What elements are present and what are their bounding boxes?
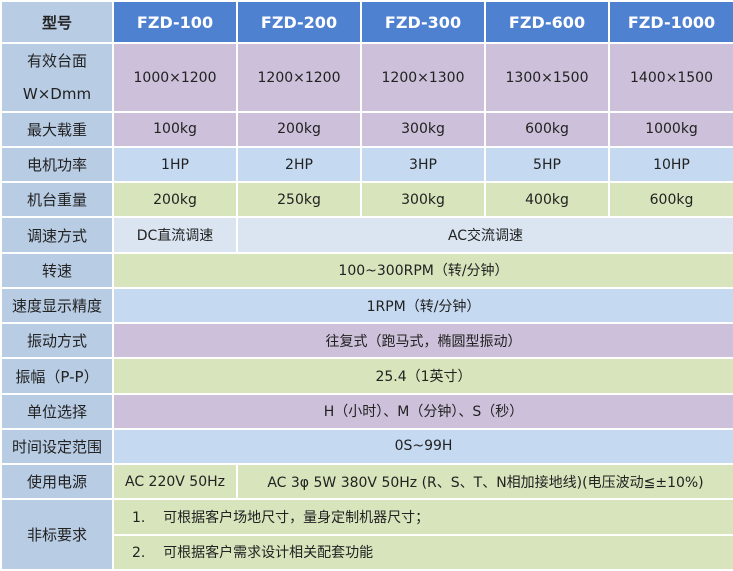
value-cell: 100~300RPM（转/分钟） [112, 251, 733, 289]
table-row: 速度显示精度 1RPM（转/分钟） [0, 286, 733, 325]
table-row: 振动方式 往复式（跑马式，椭圆型振动） [0, 322, 733, 360]
table-row: 调速方式 DC直流调速 AC交流调速 [0, 216, 733, 254]
value-cell: 200kg [236, 110, 362, 149]
table-row: 转速 100~300RPM（转/分钟） [0, 251, 733, 289]
note-item: 1. 可根据客户场地尺寸，量身定制机器尺寸； [112, 498, 733, 536]
value-cell: 400kg [484, 181, 610, 219]
table-row: 使用电源 AC 220V 50Hz AC 3φ 5W 380V 50Hz (R、S、… [0, 463, 733, 501]
table-row: 型号 FZD-100 FZD-200 FZD-300 FZD-600 FZD-1000 [0, 0, 733, 45]
value-cell: 250kg [236, 181, 362, 219]
table-row: 电机功率 1HP 2HP 3HP 5HP 10HP [0, 145, 733, 184]
value-cell: 2HP [236, 145, 362, 184]
value-cell: 25.4（1英寸） [112, 357, 733, 395]
table-row: 2. 可根据客户需求设计相关配套功能 [1, 533, 733, 571]
label-line: 转速 [41, 261, 72, 280]
value-cell: DC直流调速 [112, 216, 238, 254]
label-line: 振幅（P-P） [15, 367, 99, 386]
table-row: 非标要求 1. 可根据客户场地尺寸，量身定制机器尺寸； [0, 498, 733, 571]
value-cell: H（小时）、M（分钟）、S（秒） [112, 392, 733, 430]
table-row: 机台重量 200kg 250kg 300kg 400kg 600kg [0, 181, 733, 219]
row-label: 有效台面 W×Dmm [0, 42, 114, 113]
row-label: 最大载重 [0, 110, 114, 149]
value-cell: 3HP [360, 145, 486, 184]
label-line: 时间设定范围 [11, 437, 102, 456]
label-line: 调速方式 [26, 226, 87, 245]
value-cell: 1300×1500 [484, 42, 610, 113]
label-line: 机台重量 [26, 191, 87, 210]
value-cell: 1HP [112, 145, 238, 184]
value-cell: 10HP [608, 145, 733, 184]
label-line: 电机功率 [26, 156, 87, 175]
value-cell: AC交流调速 [236, 216, 733, 254]
note-item: 2. 可根据客户需求设计相关配套功能 [112, 533, 733, 571]
value-cell: AC 220V 50Hz [112, 463, 238, 501]
value-cell: 0S~99H [112, 427, 733, 466]
label-line: 有效台面 [26, 51, 87, 70]
row-label: 速度显示精度 [0, 286, 114, 325]
value-cell: 300kg [360, 181, 486, 219]
table-row: 最大载重 100kg 200kg 300kg 600kg 1000kg [0, 110, 733, 149]
row-label: 电机功率 [0, 145, 114, 184]
table-row: 振幅（P-P） 25.4（1英寸） [0, 357, 733, 395]
table-row: 时间设定范围 0S~99H [0, 427, 733, 466]
label-line: 使用电源 [26, 473, 87, 492]
value-cell: 200kg [112, 181, 238, 219]
row-label: 调速方式 [0, 216, 114, 254]
value-cell: AC 3φ 5W 380V 50Hz (R、S、T、N相加接地线)(电压波动≦±… [236, 463, 733, 501]
row-label: 机台重量 [0, 181, 114, 219]
value-cell: 1RPM（转/分钟） [112, 286, 733, 325]
value-cell: 100kg [112, 110, 238, 149]
value-cell: 1400×1500 [608, 42, 733, 113]
header-cell: FZD-300 [360, 0, 486, 45]
value-cell: 600kg [484, 110, 610, 149]
value-cell: 1200×1300 [360, 42, 486, 113]
row-label: 振幅（P-P） [0, 357, 114, 395]
value-cell: 300kg [360, 110, 486, 149]
header-cell: FZD-100 [112, 0, 238, 45]
row-label: 单位选择 [0, 392, 114, 430]
label-line: W×Dmm [22, 84, 92, 103]
label-line: 单位选择 [26, 402, 87, 421]
value-cell: 1000kg [608, 110, 733, 149]
header-cell: FZD-600 [484, 0, 610, 45]
header-cell: FZD-1000 [608, 0, 733, 45]
row-label: 使用电源 [0, 463, 114, 501]
value-cell: 往复式（跑马式，椭圆型振动） [112, 322, 733, 360]
row-label: 转速 [0, 251, 114, 289]
table-row: 有效台面 W×Dmm 1000×1200 1200×1200 1200×1300 1300… [0, 42, 733, 113]
table-row: 单位选择 H（小时）、M（分钟）、S（秒） [0, 392, 733, 430]
value-cell: 1200×1200 [236, 42, 362, 113]
row-label: 非标要求 [0, 498, 114, 571]
label-line: 速度显示精度 [11, 297, 102, 316]
label-line: 振动方式 [26, 332, 87, 351]
row-label: 振动方式 [0, 322, 114, 360]
label-line: 最大载重 [26, 120, 87, 139]
value-cell: 600kg [608, 181, 733, 219]
row-label: 时间设定范围 [0, 427, 114, 466]
value-cell: 5HP [484, 145, 610, 184]
header-cell: FZD-200 [236, 0, 362, 45]
header-cell: 型号 [0, 0, 114, 45]
value-cell: 1000×1200 [112, 42, 238, 113]
